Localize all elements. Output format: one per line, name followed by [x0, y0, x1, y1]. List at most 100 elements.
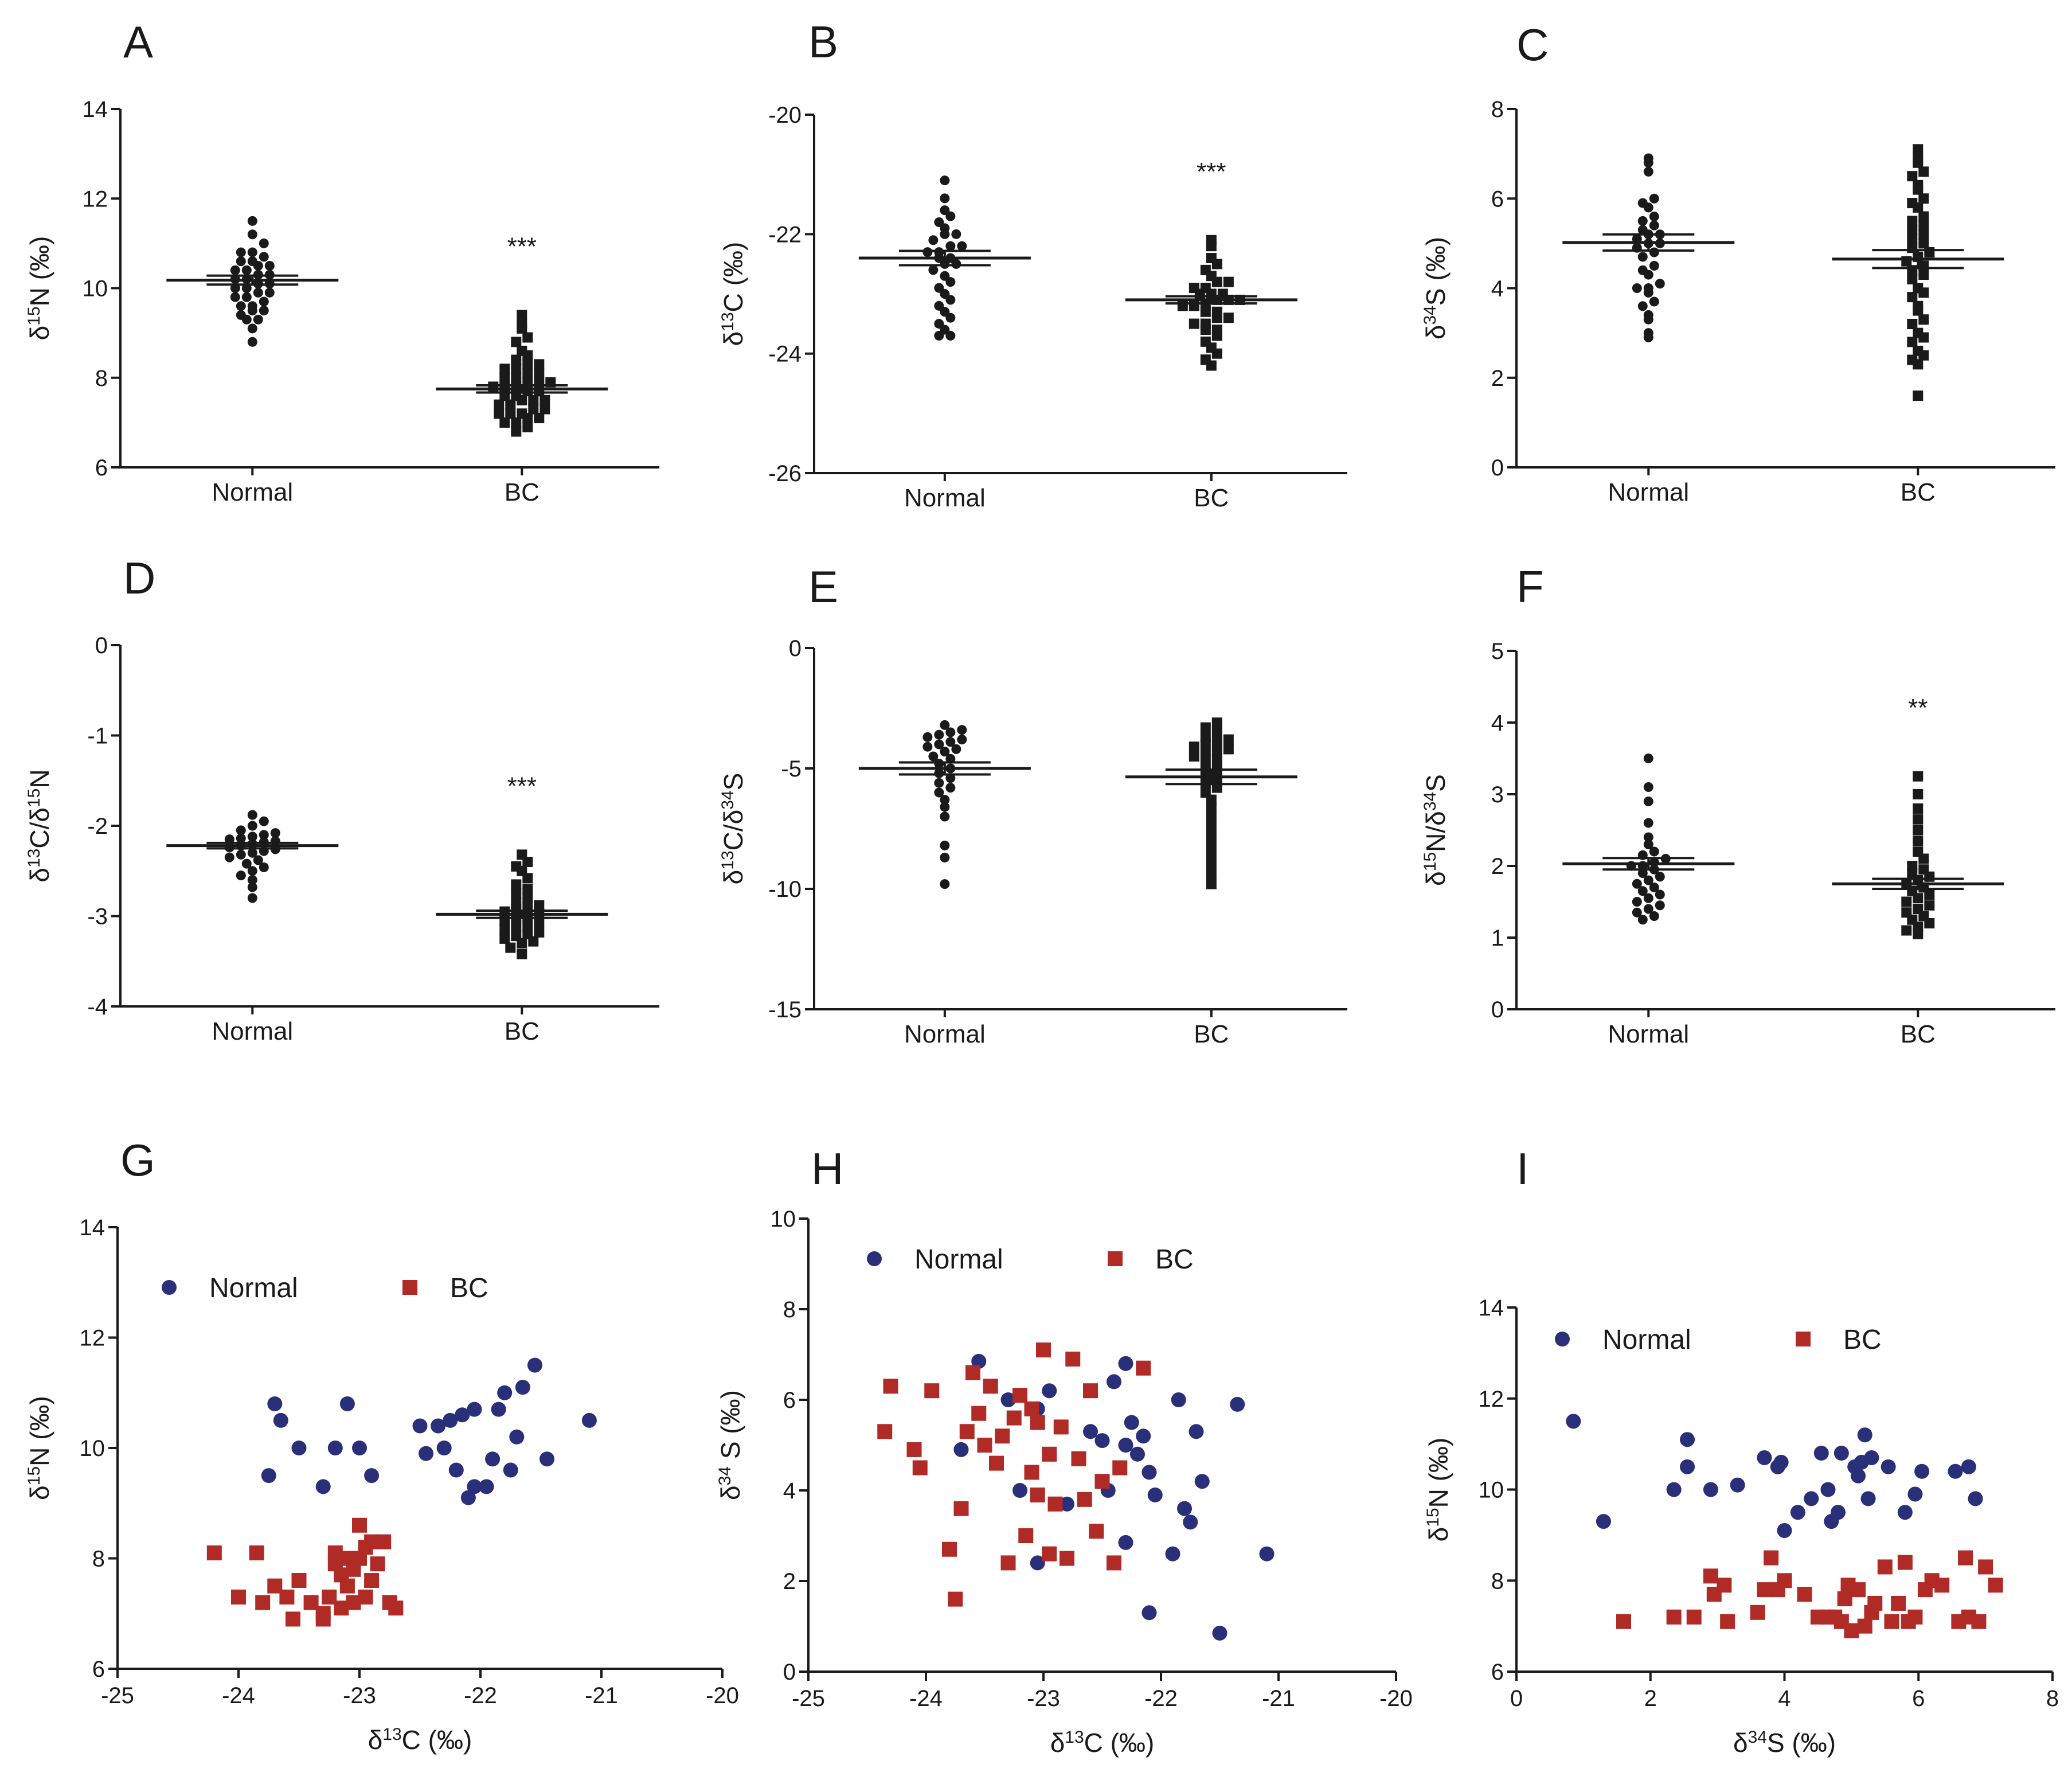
scatter-point-bc — [1071, 1451, 1086, 1466]
data-point — [522, 893, 533, 903]
data-point — [1907, 233, 1918, 244]
scatter-point-bc — [285, 1611, 300, 1627]
y-tick-label: 0 — [789, 636, 802, 661]
x-tick-label: -22 — [1144, 1686, 1178, 1711]
y-axis-label-sup: 15 — [1424, 1508, 1442, 1527]
data-point — [1211, 259, 1222, 270]
data-point — [928, 235, 939, 245]
data-point — [1901, 896, 1912, 907]
data-point — [1901, 925, 1912, 936]
x-axis-label-d: δ — [1050, 1728, 1065, 1758]
scatter-point-normal — [1194, 1474, 1210, 1489]
scatter-point-normal — [1118, 1535, 1133, 1550]
panel-letter: C — [1516, 19, 1549, 70]
category-label: Normal — [1608, 478, 1689, 506]
data-point — [1643, 893, 1653, 903]
data-point — [224, 852, 234, 862]
data-point — [1924, 247, 1935, 257]
scatter-point-normal — [1183, 1515, 1198, 1530]
data-point — [230, 265, 240, 275]
data-point — [522, 332, 533, 343]
y-tick-label: 2 — [1491, 854, 1504, 879]
data-point — [517, 938, 527, 948]
scatter-point-bc — [1018, 1528, 1034, 1543]
data-point — [259, 816, 269, 826]
scatter-point-bc — [370, 1556, 385, 1572]
scatter-point-bc — [971, 1406, 987, 1421]
scatter-point-normal — [1857, 1427, 1872, 1443]
scatter-point-bc — [1867, 1595, 1883, 1611]
y-axis-label-d: δ — [25, 868, 54, 883]
y-axis-label-rest: S (‰) — [1421, 237, 1451, 306]
y-tick-label: 6 — [783, 1388, 796, 1413]
data-point — [522, 421, 533, 432]
scatter-point-normal — [1831, 1505, 1846, 1520]
data-point — [522, 350, 533, 361]
scatter-point-bc — [1877, 1559, 1893, 1575]
data-point — [1206, 811, 1217, 822]
data-point — [1632, 907, 1642, 918]
data-point — [1211, 763, 1222, 774]
data-point — [1632, 879, 1642, 889]
data-point — [1913, 803, 1924, 814]
x-tick-label: -24 — [909, 1686, 943, 1711]
scatter-point-bc — [906, 1442, 922, 1457]
scatter-point-bc — [1844, 1623, 1859, 1638]
data-point — [1223, 276, 1234, 287]
data-point — [1206, 830, 1217, 841]
data-point — [1643, 840, 1653, 849]
scatter-point-normal — [1171, 1392, 1186, 1407]
data-point — [1649, 296, 1659, 307]
data-point — [236, 871, 246, 881]
scatter-point-bc — [1717, 1578, 1732, 1593]
scatter-point-normal — [971, 1353, 987, 1369]
scatter-point-normal — [1212, 1625, 1227, 1641]
scatter-point-bc — [1837, 1591, 1852, 1606]
data-point — [539, 404, 550, 415]
data-point — [505, 408, 516, 419]
data-point — [511, 426, 522, 437]
scatter-point-bc — [1060, 1551, 1074, 1566]
data-point — [1643, 332, 1653, 342]
x-tick-label: -22 — [464, 1683, 497, 1708]
scatter-point-bc — [1851, 1582, 1866, 1598]
data-point — [1649, 883, 1659, 892]
data-point — [236, 825, 246, 836]
data-point — [264, 260, 275, 271]
data-point — [522, 413, 533, 424]
y-tick-label: -15 — [768, 997, 802, 1022]
category-label: BC — [1901, 1020, 1936, 1048]
scatter-point-normal — [497, 1385, 513, 1400]
data-point — [1637, 216, 1648, 226]
data-point — [1655, 900, 1665, 911]
scatter-point-bc — [1897, 1555, 1913, 1570]
scatter-point-bc — [1083, 1383, 1098, 1399]
scatter-point-bc — [1047, 1496, 1063, 1512]
data-point — [1643, 287, 1653, 298]
y-axis-label-rest: C/ — [718, 824, 748, 850]
y-axis-label-rest: N (‰) — [1424, 1438, 1453, 1508]
data-point — [1643, 904, 1653, 914]
data-point — [511, 372, 522, 383]
data-point — [1924, 900, 1935, 911]
scatter-point-bc — [1077, 1492, 1092, 1507]
scatter-point-bc — [382, 1595, 397, 1610]
data-point — [1189, 318, 1199, 329]
data-point — [247, 821, 257, 831]
data-point — [1918, 238, 1929, 249]
y-axis-label-rest: S (‰) — [716, 1390, 745, 1466]
significance-stars: *** — [507, 772, 537, 800]
scatter-point-bc — [1686, 1609, 1702, 1625]
data-point — [1211, 348, 1222, 359]
legend-label-normal: Normal — [914, 1244, 1003, 1275]
panel-letter: G — [120, 1135, 155, 1185]
y-axis-label-rest2: S — [1421, 774, 1451, 792]
x-axis-label-rest: C (‰) — [1084, 1728, 1155, 1758]
data-point — [534, 927, 545, 938]
scatter-point-normal — [1948, 1463, 1963, 1479]
y-axis-label: δ15N (‰) — [25, 236, 54, 341]
data-point — [922, 741, 933, 752]
data-point — [940, 747, 950, 757]
legend-label-normal: Normal — [209, 1273, 298, 1303]
